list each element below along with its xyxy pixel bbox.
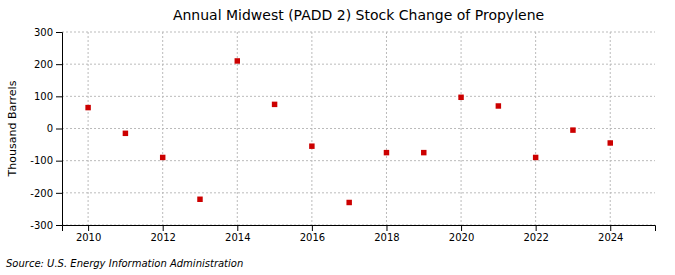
tick: -200 (30, 188, 62, 199)
title: Annual Midwest (PADD 2) Stock Change of … (173, 7, 544, 23)
tick-mark (386, 225, 387, 231)
point (496, 103, 501, 108)
point (346, 200, 351, 205)
tick-label: 0 (47, 123, 53, 134)
grid-line (62, 192, 655, 193)
point (421, 150, 426, 155)
tick-mark (56, 193, 62, 194)
grid-line (62, 64, 655, 65)
tick: -300 (30, 220, 62, 231)
x-axis: 2010 2012 2014 2016 2018 2020 2022 2024 (63, 225, 656, 243)
grid-line (62, 96, 655, 97)
marks (85, 58, 613, 205)
tick-label: 300 (34, 27, 53, 38)
grid-line (535, 32, 536, 225)
tick-mark (610, 225, 611, 231)
y-axis-title: Thousand Barrels (6, 80, 19, 177)
grid-line (386, 32, 387, 225)
tick-mark (312, 225, 313, 231)
point (197, 197, 202, 202)
tick-label: 200 (34, 59, 53, 70)
tick-label: 2012 (150, 232, 175, 243)
tick-label: -200 (30, 188, 53, 199)
tick-mark (88, 225, 89, 231)
tick-label: -300 (30, 220, 53, 231)
chart: 2010 2012 2014 2016 2018 2020 2022 2024 -300 -200… (0, 0, 675, 275)
tick: 2022 (523, 225, 548, 243)
point (309, 143, 314, 148)
axis-line (56, 33, 63, 226)
point (533, 155, 538, 160)
point (85, 105, 90, 110)
point (608, 140, 613, 145)
grid-line (162, 32, 163, 225)
grid (62, 32, 655, 225)
tick-label: 2020 (449, 232, 474, 243)
grid-line (62, 128, 655, 129)
tick: 2018 (374, 225, 399, 243)
grid-line (62, 32, 655, 33)
point (235, 58, 240, 63)
grid-line (610, 32, 611, 225)
tick: 2020 (449, 225, 474, 243)
point (384, 150, 389, 155)
y-axis: -300 -200 -100 0 100 200 300 (30, 27, 62, 231)
tick: 2016 (300, 225, 325, 243)
tick-label: 2018 (374, 232, 399, 243)
tick-mark (163, 225, 164, 231)
tick: 2010 (76, 225, 101, 243)
tick-mark (237, 225, 238, 231)
tick-label: 2022 (523, 232, 548, 243)
tick-label: 2010 (76, 232, 101, 243)
point (123, 131, 128, 136)
tick: -100 (30, 155, 62, 166)
point (272, 102, 277, 107)
tick-mark (56, 225, 62, 226)
tick-label: 2014 (225, 232, 250, 243)
tick-label: 100 (34, 91, 53, 102)
tick-mark (536, 225, 537, 231)
tick: 2024 (598, 225, 623, 243)
grid-line (461, 32, 462, 225)
tick-mark (461, 225, 462, 231)
source: Source: U.S. Energy Information Administ… (6, 258, 243, 269)
plot: 2010 2012 2014 2016 2018 2020 2022 2024 -300 -200… (30, 27, 655, 243)
tick-mark (56, 129, 62, 130)
tick: 200 (34, 59, 62, 70)
tick-label: 2024 (598, 232, 623, 243)
point (570, 127, 575, 132)
tick-label: 2016 (300, 232, 325, 243)
point (458, 95, 463, 100)
tick: 300 (34, 27, 62, 38)
point (160, 155, 165, 160)
tick-mark (56, 32, 62, 33)
tick: 2012 (150, 225, 175, 243)
grid-line (311, 32, 312, 225)
axis-line (63, 226, 656, 232)
tick-mark (56, 96, 62, 97)
tick: 100 (34, 91, 62, 102)
tick-mark (56, 64, 62, 65)
grid-line (88, 32, 89, 225)
tick: 2014 (225, 225, 250, 243)
tick-label: -100 (30, 155, 53, 166)
tick-mark (56, 161, 62, 162)
grid-line (62, 160, 655, 161)
tick: 0 (47, 123, 62, 134)
